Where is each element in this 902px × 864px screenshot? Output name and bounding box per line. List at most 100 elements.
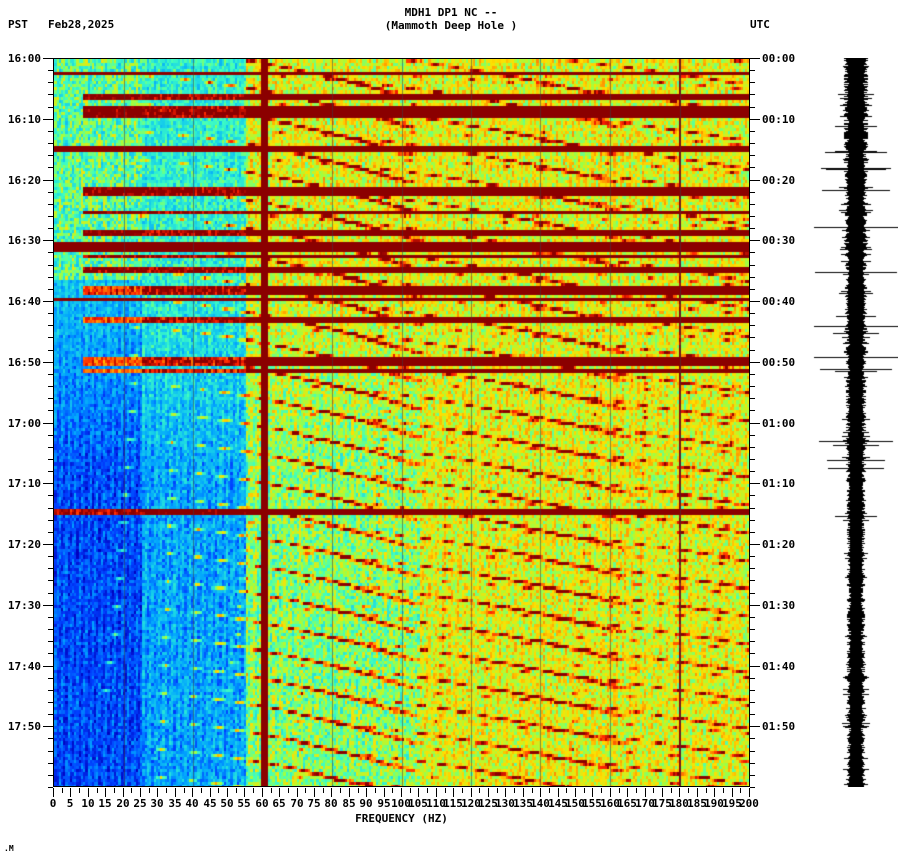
time-tick-minor [48, 446, 53, 448]
time-tick-major [43, 544, 53, 545]
time-axis-label: 17:50 [7, 720, 41, 734]
time-tick-minor [48, 580, 53, 582]
timezone-label-right: UTC [750, 18, 770, 31]
time-axis-right-labels: 00:00 00:10 00:20 00:30 00:40 00:50 01:00 01:10… [762, 53, 822, 787]
time-tick-minor [750, 398, 755, 400]
freq-axis-label: 115 [443, 797, 463, 810]
timezone-label-left: PST [8, 18, 28, 31]
time-tick-minor [48, 787, 53, 788]
time-tick-minor [48, 774, 53, 776]
time-tick-minor [750, 130, 755, 132]
freq-axis-label: 55 [237, 797, 251, 810]
time-tick-minor [48, 82, 53, 84]
time-axis-label: 16:20 [7, 173, 41, 187]
time-tick-minor [750, 471, 755, 473]
freq-tick-minor [688, 788, 689, 793]
freq-tick-minor [271, 788, 272, 793]
time-tick-major [43, 361, 53, 363]
freq-axis-label: 75 [307, 797, 321, 810]
time-tick-minor [750, 106, 755, 108]
time-tick-minor [750, 677, 755, 679]
freq-tick-minor [410, 788, 411, 793]
time-tick-minor [48, 410, 53, 412]
time-tick-major [43, 179, 53, 181]
freq-tick-minor [549, 788, 550, 793]
time-tick-major [43, 422, 53, 424]
freq-tick-major [210, 788, 211, 797]
time-tick-major [43, 301, 53, 302]
freq-axis-label: 175 [652, 797, 672, 810]
freq-tick-major [366, 788, 367, 797]
freq-tick-major [697, 788, 698, 797]
time-axis-label: 00:10 [762, 112, 796, 126]
time-tick-minor [48, 568, 53, 570]
freq-axis-label: 15 [98, 797, 112, 810]
time-tick-minor [48, 337, 53, 339]
time-axis-label: 00:30 [762, 234, 796, 248]
freq-tick-minor [62, 788, 63, 793]
freq-tick-minor [79, 788, 80, 793]
time-tick-minor [750, 337, 755, 339]
freq-tick-minor [184, 788, 185, 793]
freq-tick-major [262, 788, 263, 797]
time-tick-minor [48, 471, 53, 473]
freq-tick-minor [706, 788, 707, 793]
time-tick-minor [48, 714, 53, 716]
time-tick-minor [48, 556, 53, 558]
time-tick-major [750, 544, 760, 545]
time-tick-minor [48, 276, 53, 278]
freq-tick-major [314, 788, 315, 797]
time-axis-label: 00:20 [762, 173, 796, 187]
freq-axis-label: 110 [426, 797, 446, 810]
freq-tick-minor [218, 788, 219, 793]
freq-tick-minor [427, 788, 428, 793]
freq-tick-major [140, 788, 141, 797]
seismogram-trace-panel [812, 58, 898, 787]
time-tick-minor [48, 653, 53, 655]
time-tick-minor [750, 519, 755, 521]
freq-tick-major [157, 788, 158, 797]
freq-tick-minor [723, 788, 724, 793]
time-axis-label: 00:00 [762, 52, 796, 65]
freq-tick-minor [392, 788, 393, 793]
time-tick-minor [750, 738, 755, 740]
time-tick-minor [48, 398, 53, 400]
freq-tick-major [244, 788, 245, 797]
freq-axis-label: 125 [478, 797, 498, 810]
time-tick-major [43, 483, 53, 485]
time-tick-minor [48, 434, 53, 436]
time-axis-label: 17:30 [7, 598, 41, 612]
time-tick-major [750, 422, 760, 424]
time-tick-minor [48, 629, 53, 631]
time-tick-minor [48, 677, 53, 679]
station-title-line2: (Mammoth Deep Hole ) [384, 19, 518, 32]
time-tick-major [750, 118, 760, 120]
time-axis-label: 01:10 [762, 477, 796, 491]
freq-axis-label: 25 [133, 797, 147, 810]
freq-tick-major [88, 788, 89, 797]
freq-axis-label: 20 [116, 797, 130, 810]
freq-tick-minor [114, 788, 115, 793]
time-axis-label: 16:50 [7, 355, 41, 369]
freq-tick-major [53, 788, 54, 797]
time-tick-minor [750, 641, 755, 643]
freq-axis-label: 165 [617, 797, 637, 810]
time-tick-minor [750, 264, 755, 266]
time-tick-minor [750, 531, 755, 533]
time-tick-minor [48, 325, 53, 327]
time-tick-major [43, 604, 53, 606]
freq-tick-major [592, 788, 593, 797]
time-tick-major [750, 58, 760, 59]
freq-tick-major [175, 788, 176, 797]
freq-axis-label: 40 [185, 797, 199, 810]
time-tick-minor [750, 373, 755, 375]
time-tick-minor [48, 495, 53, 497]
time-tick-minor [750, 288, 755, 290]
freq-tick-minor [584, 788, 585, 793]
time-tick-minor [750, 714, 755, 716]
freq-axis-label: 5 [66, 797, 74, 810]
freq-tick-minor [532, 788, 533, 793]
time-tick-minor [48, 94, 53, 96]
freq-tick-minor [636, 788, 637, 793]
